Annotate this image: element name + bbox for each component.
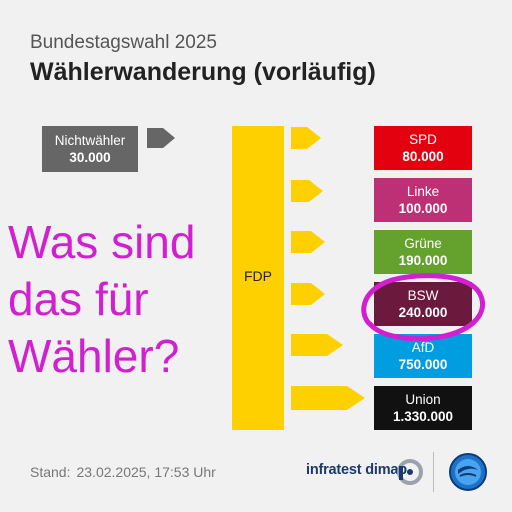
source-value: 30.000 xyxy=(69,150,111,165)
source-label: Nichtwähler xyxy=(54,133,126,148)
flow-arrow-union xyxy=(291,386,365,410)
party-box-bsw: BSW 240.000 xyxy=(374,282,472,326)
party-label: Linke xyxy=(406,184,440,199)
highlight-circle-annotation xyxy=(361,273,485,342)
party-box-afd: AfD 750.000 xyxy=(374,334,472,378)
footer-timestamp: Stand: 23.02.2025, 17:53 Uhr xyxy=(30,464,216,480)
footer-divider xyxy=(433,452,434,492)
stand-value: 23.02.2025, 17:53 Uhr xyxy=(76,464,216,480)
party-box-union: Union 1.330.000 xyxy=(374,386,472,430)
party-label: Grüne xyxy=(404,236,442,251)
chart-title: Wählerwanderung (vorläufig) xyxy=(30,58,376,86)
flow-arrow-gruene xyxy=(291,231,325,253)
source-box-nichtwaehler: Nichtwähler 30.000 xyxy=(42,126,138,172)
party-value: 80.000 xyxy=(402,149,444,164)
party-box-spd: SPD 80.000 xyxy=(374,126,472,170)
fdp-label: FDP xyxy=(244,268,272,284)
brand-name: infratest dimap xyxy=(306,462,407,478)
party-value: 750.000 xyxy=(398,357,448,372)
source-arrow-icon xyxy=(147,128,175,148)
flow-arrow-spd xyxy=(291,127,321,149)
party-box-linke: Linke 100.000 xyxy=(374,178,472,222)
party-label: SPD xyxy=(409,132,437,147)
party-value: 190.000 xyxy=(398,253,448,268)
party-label: BSW xyxy=(407,288,439,303)
overlay-line: das für xyxy=(8,273,149,325)
party-value: 100.000 xyxy=(398,201,448,216)
infratest-logo-icon xyxy=(397,459,423,485)
overlay-line: Wähler? xyxy=(8,330,180,382)
flow-arrow-bsw xyxy=(291,283,325,305)
fdp-bar xyxy=(232,126,284,430)
party-value: 1.330.000 xyxy=(392,409,454,424)
overlay-question: Was sind das für Wähler? xyxy=(8,214,230,385)
party-label: AfD xyxy=(411,340,435,355)
stand-label: Stand: xyxy=(30,464,71,480)
party-label: Union xyxy=(405,392,441,407)
chart-subtitle: Bundestagswahl 2025 xyxy=(30,32,217,53)
party-box-gruene: Grüne 190.000 xyxy=(374,230,472,274)
flow-arrow-linke xyxy=(291,180,323,202)
flow-arrow-afd xyxy=(291,334,343,356)
party-value: 240.000 xyxy=(398,305,448,320)
overlay-line: Was sind xyxy=(8,216,196,268)
tagesschau-logo-icon xyxy=(449,453,487,491)
